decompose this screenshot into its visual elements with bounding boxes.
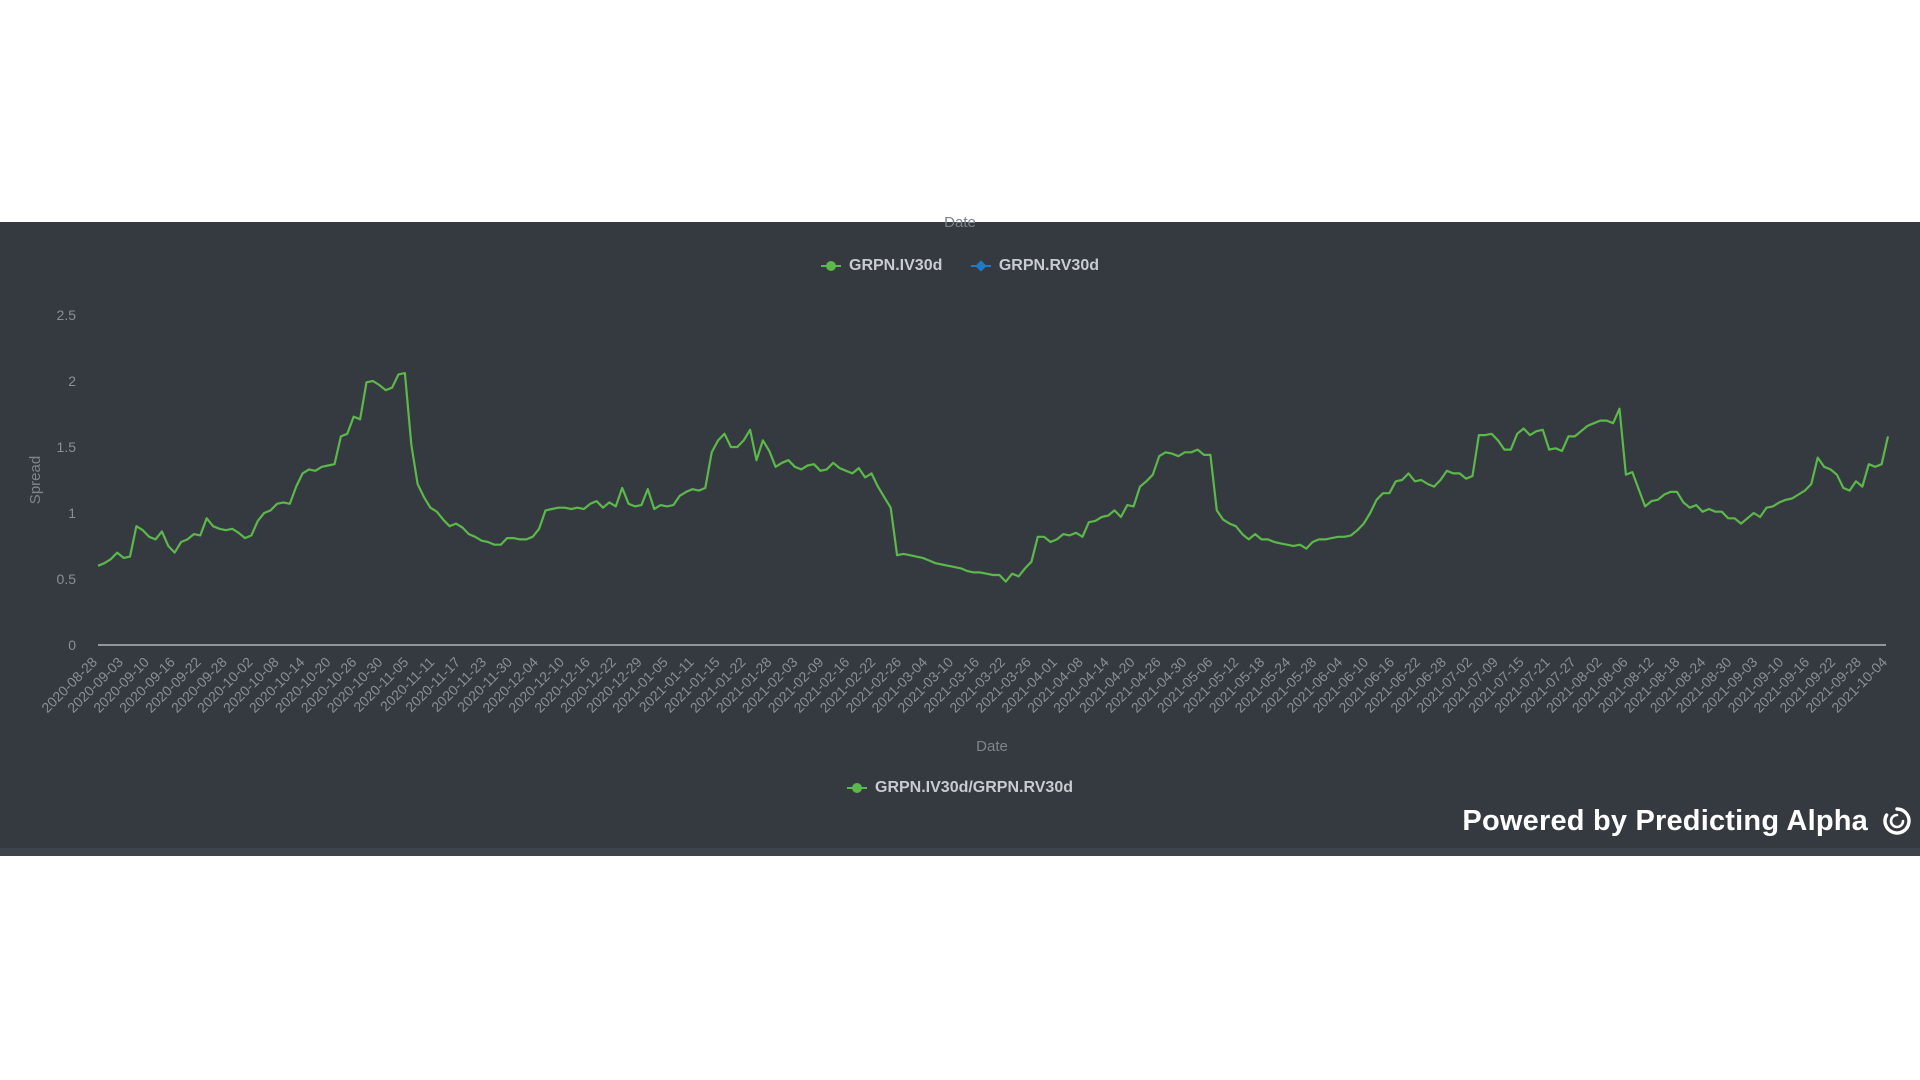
x-axis-title: Date [976,738,1008,755]
legend-marker-icon [970,260,991,272]
y-tick-label: 2.5 [57,307,77,323]
legend-item-iv30d[interactable]: GRPN.IV30d [821,257,942,275]
legend-marker-icon [847,783,867,793]
legend-item-rv30d[interactable]: GRPN.RV30d [970,257,1099,275]
series-line [97,372,1890,583]
legend-label: GRPN.IV30d [849,257,943,274]
y-tick-label: 0.5 [57,571,77,587]
top-legend: GRPN.IV30d GRPN.RV30d [0,257,1920,276]
legend-label: GRPN.IV30d/GRPN.RV30d [875,779,1073,796]
legend-label: GRPN.RV30d [998,257,1099,274]
y-tick-label: 0 [68,637,76,653]
top-axis-title: Date [944,214,976,231]
y-axis-title: Spread [27,456,44,504]
brand-text: Powered by Predicting Alpha [1462,805,1868,837]
legend-item-ratio[interactable]: GRPN.IV30d/GRPN.RV30d [847,779,1073,797]
y-tick-label: 1 [68,505,76,521]
chart-panel [0,222,1920,856]
predicting-alpha-logo-icon [1883,807,1911,835]
y-tick-label: 2 [68,373,76,389]
panel-bottom-divider [0,848,1920,856]
bottom-legend: GRPN.IV30d/GRPN.RV30d [0,779,1920,798]
y-tick-label: 1.5 [57,439,77,455]
legend-marker-icon [821,261,841,271]
